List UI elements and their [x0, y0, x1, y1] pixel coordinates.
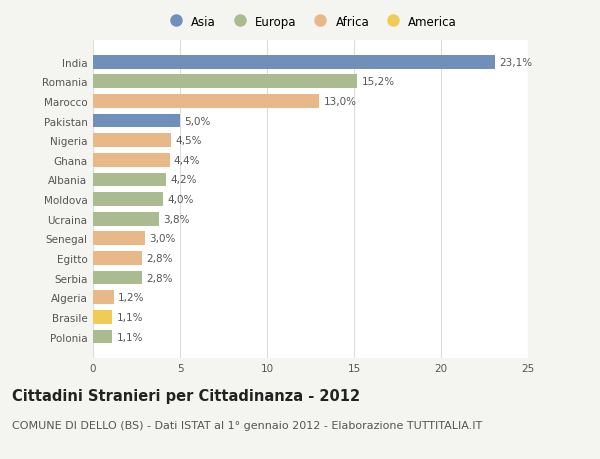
- Text: 5,0%: 5,0%: [184, 116, 211, 126]
- Text: 3,0%: 3,0%: [149, 234, 176, 244]
- Bar: [93, 56, 495, 69]
- Text: 1,1%: 1,1%: [116, 332, 143, 342]
- Bar: [93, 193, 163, 207]
- Text: 13,0%: 13,0%: [323, 97, 356, 107]
- Bar: [93, 134, 172, 148]
- Bar: [93, 173, 166, 187]
- Text: 4,0%: 4,0%: [167, 195, 193, 205]
- Text: 2,8%: 2,8%: [146, 253, 173, 263]
- Legend: Asia, Europa, Africa, America: Asia, Europa, Africa, America: [164, 16, 457, 28]
- Text: COMUNE DI DELLO (BS) - Dati ISTAT al 1° gennaio 2012 - Elaborazione TUTTITALIA.I: COMUNE DI DELLO (BS) - Dati ISTAT al 1° …: [12, 420, 482, 430]
- Bar: [93, 271, 142, 285]
- Bar: [93, 114, 180, 128]
- Text: 1,2%: 1,2%: [118, 292, 145, 302]
- Bar: [93, 252, 142, 265]
- Text: 3,8%: 3,8%: [163, 214, 190, 224]
- Text: Cittadini Stranieri per Cittadinanza - 2012: Cittadini Stranieri per Cittadinanza - 2…: [12, 388, 360, 403]
- Text: 4,2%: 4,2%: [170, 175, 197, 185]
- Bar: [93, 310, 112, 324]
- Bar: [93, 75, 358, 89]
- Text: 4,5%: 4,5%: [176, 136, 202, 146]
- Text: 15,2%: 15,2%: [362, 77, 395, 87]
- Text: 1,1%: 1,1%: [116, 312, 143, 322]
- Bar: [93, 154, 170, 168]
- Text: 4,4%: 4,4%: [174, 156, 200, 166]
- Bar: [93, 213, 159, 226]
- Text: 23,1%: 23,1%: [499, 57, 532, 67]
- Text: 2,8%: 2,8%: [146, 273, 173, 283]
- Bar: [93, 232, 145, 246]
- Bar: [93, 95, 319, 109]
- Bar: [93, 330, 112, 344]
- Bar: [93, 291, 114, 304]
